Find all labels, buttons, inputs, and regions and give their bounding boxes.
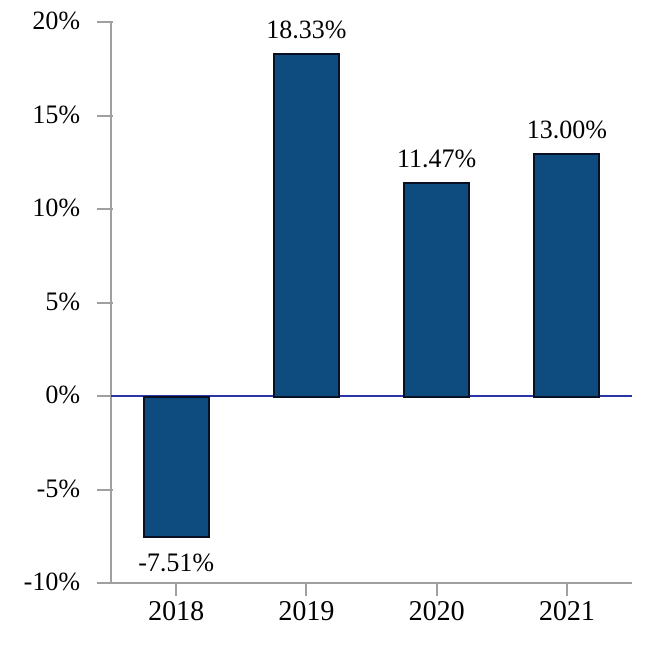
y-tick-mark bbox=[97, 395, 113, 397]
x-tick-label-2018: 2018 bbox=[148, 596, 205, 627]
bar-2019 bbox=[272, 53, 340, 398]
y-tick-label: -5% bbox=[36, 473, 80, 503]
bar-value-label-2019: 18.33% bbox=[266, 15, 347, 45]
x-tick-label-2020: 2020 bbox=[408, 596, 465, 627]
x-tick-mark-2020 bbox=[435, 583, 438, 596]
bar-value-label-2021: 13.00% bbox=[526, 114, 607, 144]
y-tick-label: 0% bbox=[45, 379, 80, 409]
y-tick-label: 5% bbox=[45, 286, 80, 316]
x-tick-mark-2021 bbox=[565, 583, 568, 596]
y-tick-mark bbox=[97, 208, 113, 210]
x-tick-label-2021: 2021 bbox=[538, 596, 595, 627]
x-tick-mark-2019 bbox=[305, 583, 308, 596]
zero-baseline bbox=[111, 394, 632, 398]
y-tick-mark bbox=[97, 114, 113, 117]
y-tick-mark bbox=[97, 21, 113, 23]
y-tick-label: 15% bbox=[32, 99, 80, 129]
x-tick-label-2019: 2019 bbox=[278, 596, 335, 627]
x-tick-mark-2018 bbox=[175, 583, 178, 596]
y-tick-label: -10% bbox=[23, 566, 80, 596]
y-tick-label: 20% bbox=[32, 5, 80, 35]
bar-value-label-2018: -7.51% bbox=[138, 548, 215, 578]
bar-2021 bbox=[533, 152, 601, 398]
x-axis-line bbox=[110, 582, 632, 584]
y-tick-mark bbox=[97, 582, 113, 584]
bar-2018 bbox=[142, 396, 210, 539]
y-tick-mark bbox=[97, 488, 113, 491]
bar-2020 bbox=[403, 181, 471, 398]
y-tick-mark bbox=[97, 301, 113, 304]
y-tick-label: 10% bbox=[32, 192, 80, 222]
bar-value-label-2020: 11.47% bbox=[397, 143, 477, 173]
